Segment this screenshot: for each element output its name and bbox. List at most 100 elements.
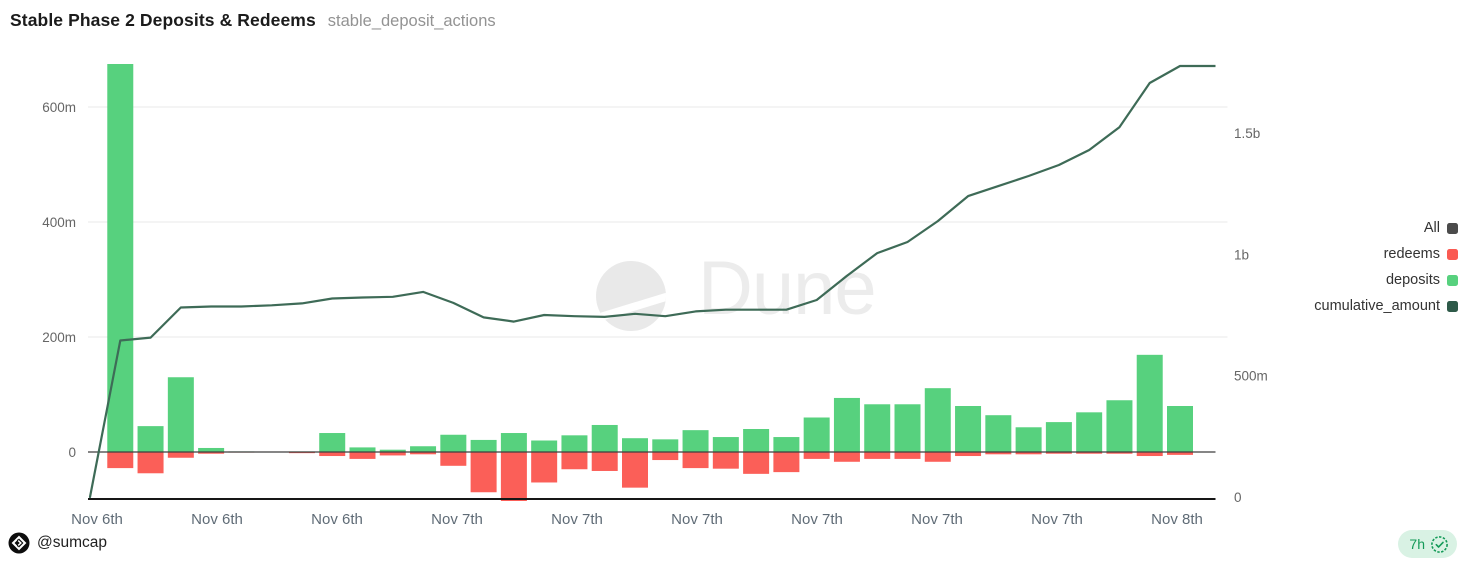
redeem-bar <box>1167 452 1193 455</box>
redeem-bar <box>440 452 467 466</box>
deposit-bar <box>894 404 921 452</box>
legend-label: cumulative_amount <box>1314 298 1440 314</box>
redeem-bar <box>924 452 951 462</box>
deposit-bar <box>1015 427 1042 452</box>
deposit-bar <box>500 433 527 452</box>
legend-label: deposits <box>1385 272 1440 288</box>
left-axis-tick: 200m <box>42 330 76 345</box>
legend-item-all[interactable]: All <box>1314 215 1458 241</box>
redeem-bar <box>1106 452 1133 454</box>
redeem-bar <box>955 452 982 457</box>
legend-label: redeems <box>1383 246 1440 262</box>
redeem-bar <box>682 452 709 469</box>
deposit-bar <box>622 438 648 452</box>
sumcap-logo-icon <box>8 532 30 554</box>
redeem-bar <box>531 452 558 483</box>
legend-swatch <box>1447 248 1458 260</box>
redeem-bar <box>410 452 437 455</box>
chart-legend: All redeems deposits cumulative_amount <box>1314 215 1458 319</box>
deposit-bar <box>773 437 800 452</box>
redeem-bar <box>773 452 800 473</box>
deposit-bar <box>712 437 739 452</box>
redeem-bar <box>1076 452 1103 454</box>
legend-item-redeems[interactable]: redeems <box>1314 241 1458 267</box>
x-axis-label: Nov 6th <box>311 511 363 528</box>
left-axis-tick: 600m <box>42 100 76 115</box>
x-axis-label: Nov 7th <box>551 511 603 528</box>
redeem-bar <box>379 452 406 456</box>
redeem-bar <box>864 452 891 459</box>
legend-swatch <box>1447 222 1458 234</box>
x-axis-label: Nov 6th <box>191 511 243 528</box>
redeem-bar <box>107 452 134 469</box>
chart-title: Stable Phase 2 Deposits & Redeems <box>10 10 316 30</box>
chart-header: Stable Phase 2 Deposits & Redeems stable… <box>10 10 496 31</box>
deposit-bar <box>379 449 406 452</box>
query-name-link[interactable]: stable_deposit_actions <box>327 12 496 30</box>
x-axis-label: Nov 7th <box>791 511 843 528</box>
deposit-bar <box>319 433 346 452</box>
legend-swatch <box>1447 274 1458 286</box>
deposit-bar <box>410 446 437 452</box>
legend-swatch <box>1447 300 1458 312</box>
deposit-bar <box>985 415 1012 452</box>
deposit-bar <box>349 447 376 452</box>
left-axis-tick: 0 <box>68 445 76 460</box>
redeem-bar <box>743 452 770 474</box>
deposit-bar <box>531 440 558 452</box>
redeem-bar <box>1045 452 1072 454</box>
deposit-bar <box>167 377 194 452</box>
bars-group <box>107 64 1193 501</box>
deposit-bar <box>864 404 891 452</box>
deposit-bar <box>591 424 618 452</box>
right-axis-tick: 500m <box>1234 369 1268 384</box>
deposit-bar <box>440 434 467 452</box>
deposit-bar <box>1136 354 1163 452</box>
deposit-bar <box>1167 406 1193 452</box>
redeem-bar <box>833 452 860 462</box>
deposit-bar <box>137 426 164 452</box>
legend-label: All <box>1423 220 1440 236</box>
redeem-bar <box>591 452 618 471</box>
deposit-bar <box>198 447 225 452</box>
redeem-bar <box>622 452 648 488</box>
redeem-bar <box>985 452 1012 455</box>
deposit-bar <box>1045 422 1072 452</box>
cumulative-line <box>88 64 1216 499</box>
redeem-bar <box>894 452 921 459</box>
x-axis-label: Nov 8th <box>1151 511 1203 528</box>
deposit-bar <box>652 439 679 452</box>
legend-item-cumulative-amount[interactable]: cumulative_amount <box>1314 293 1458 319</box>
x-axis-label: Nov 7th <box>911 511 963 528</box>
right-axis-tick: 0 <box>1234 490 1242 505</box>
redeem-bar <box>1136 452 1163 457</box>
redeem-bar <box>137 452 164 474</box>
deposit-bar <box>682 430 709 452</box>
redeem-bar <box>319 452 346 457</box>
redeem-bar <box>349 452 376 459</box>
redeem-bar <box>470 452 497 493</box>
legend-item-deposits[interactable]: deposits <box>1314 267 1458 293</box>
deposit-bar <box>955 406 982 452</box>
deposit-bar <box>803 417 830 452</box>
right-axis-tick: 1b <box>1234 247 1249 262</box>
author-handle[interactable]: @sumcap <box>37 534 108 551</box>
redeem-bar <box>1015 452 1042 455</box>
deposit-bar <box>561 435 588 452</box>
redeem-bar <box>500 452 527 501</box>
deposit-bar <box>833 397 860 452</box>
redeem-bar <box>561 452 588 470</box>
data-age: 7h <box>1409 536 1425 552</box>
x-axis-label: Nov 7th <box>1031 511 1083 528</box>
redeem-bar <box>712 452 739 469</box>
cumulative-line-group <box>88 64 1216 499</box>
redeem-bar <box>198 452 225 454</box>
redeem-bar <box>652 452 679 461</box>
deposit-bar <box>1106 400 1133 452</box>
author-attribution[interactable]: @sumcap <box>8 532 107 554</box>
left-axis-tick: 400m <box>42 215 76 230</box>
right-axis-tick: 1.5b <box>1234 126 1260 141</box>
verified-check-icon <box>1431 535 1448 553</box>
x-axis-label: Nov 6th <box>71 511 123 528</box>
